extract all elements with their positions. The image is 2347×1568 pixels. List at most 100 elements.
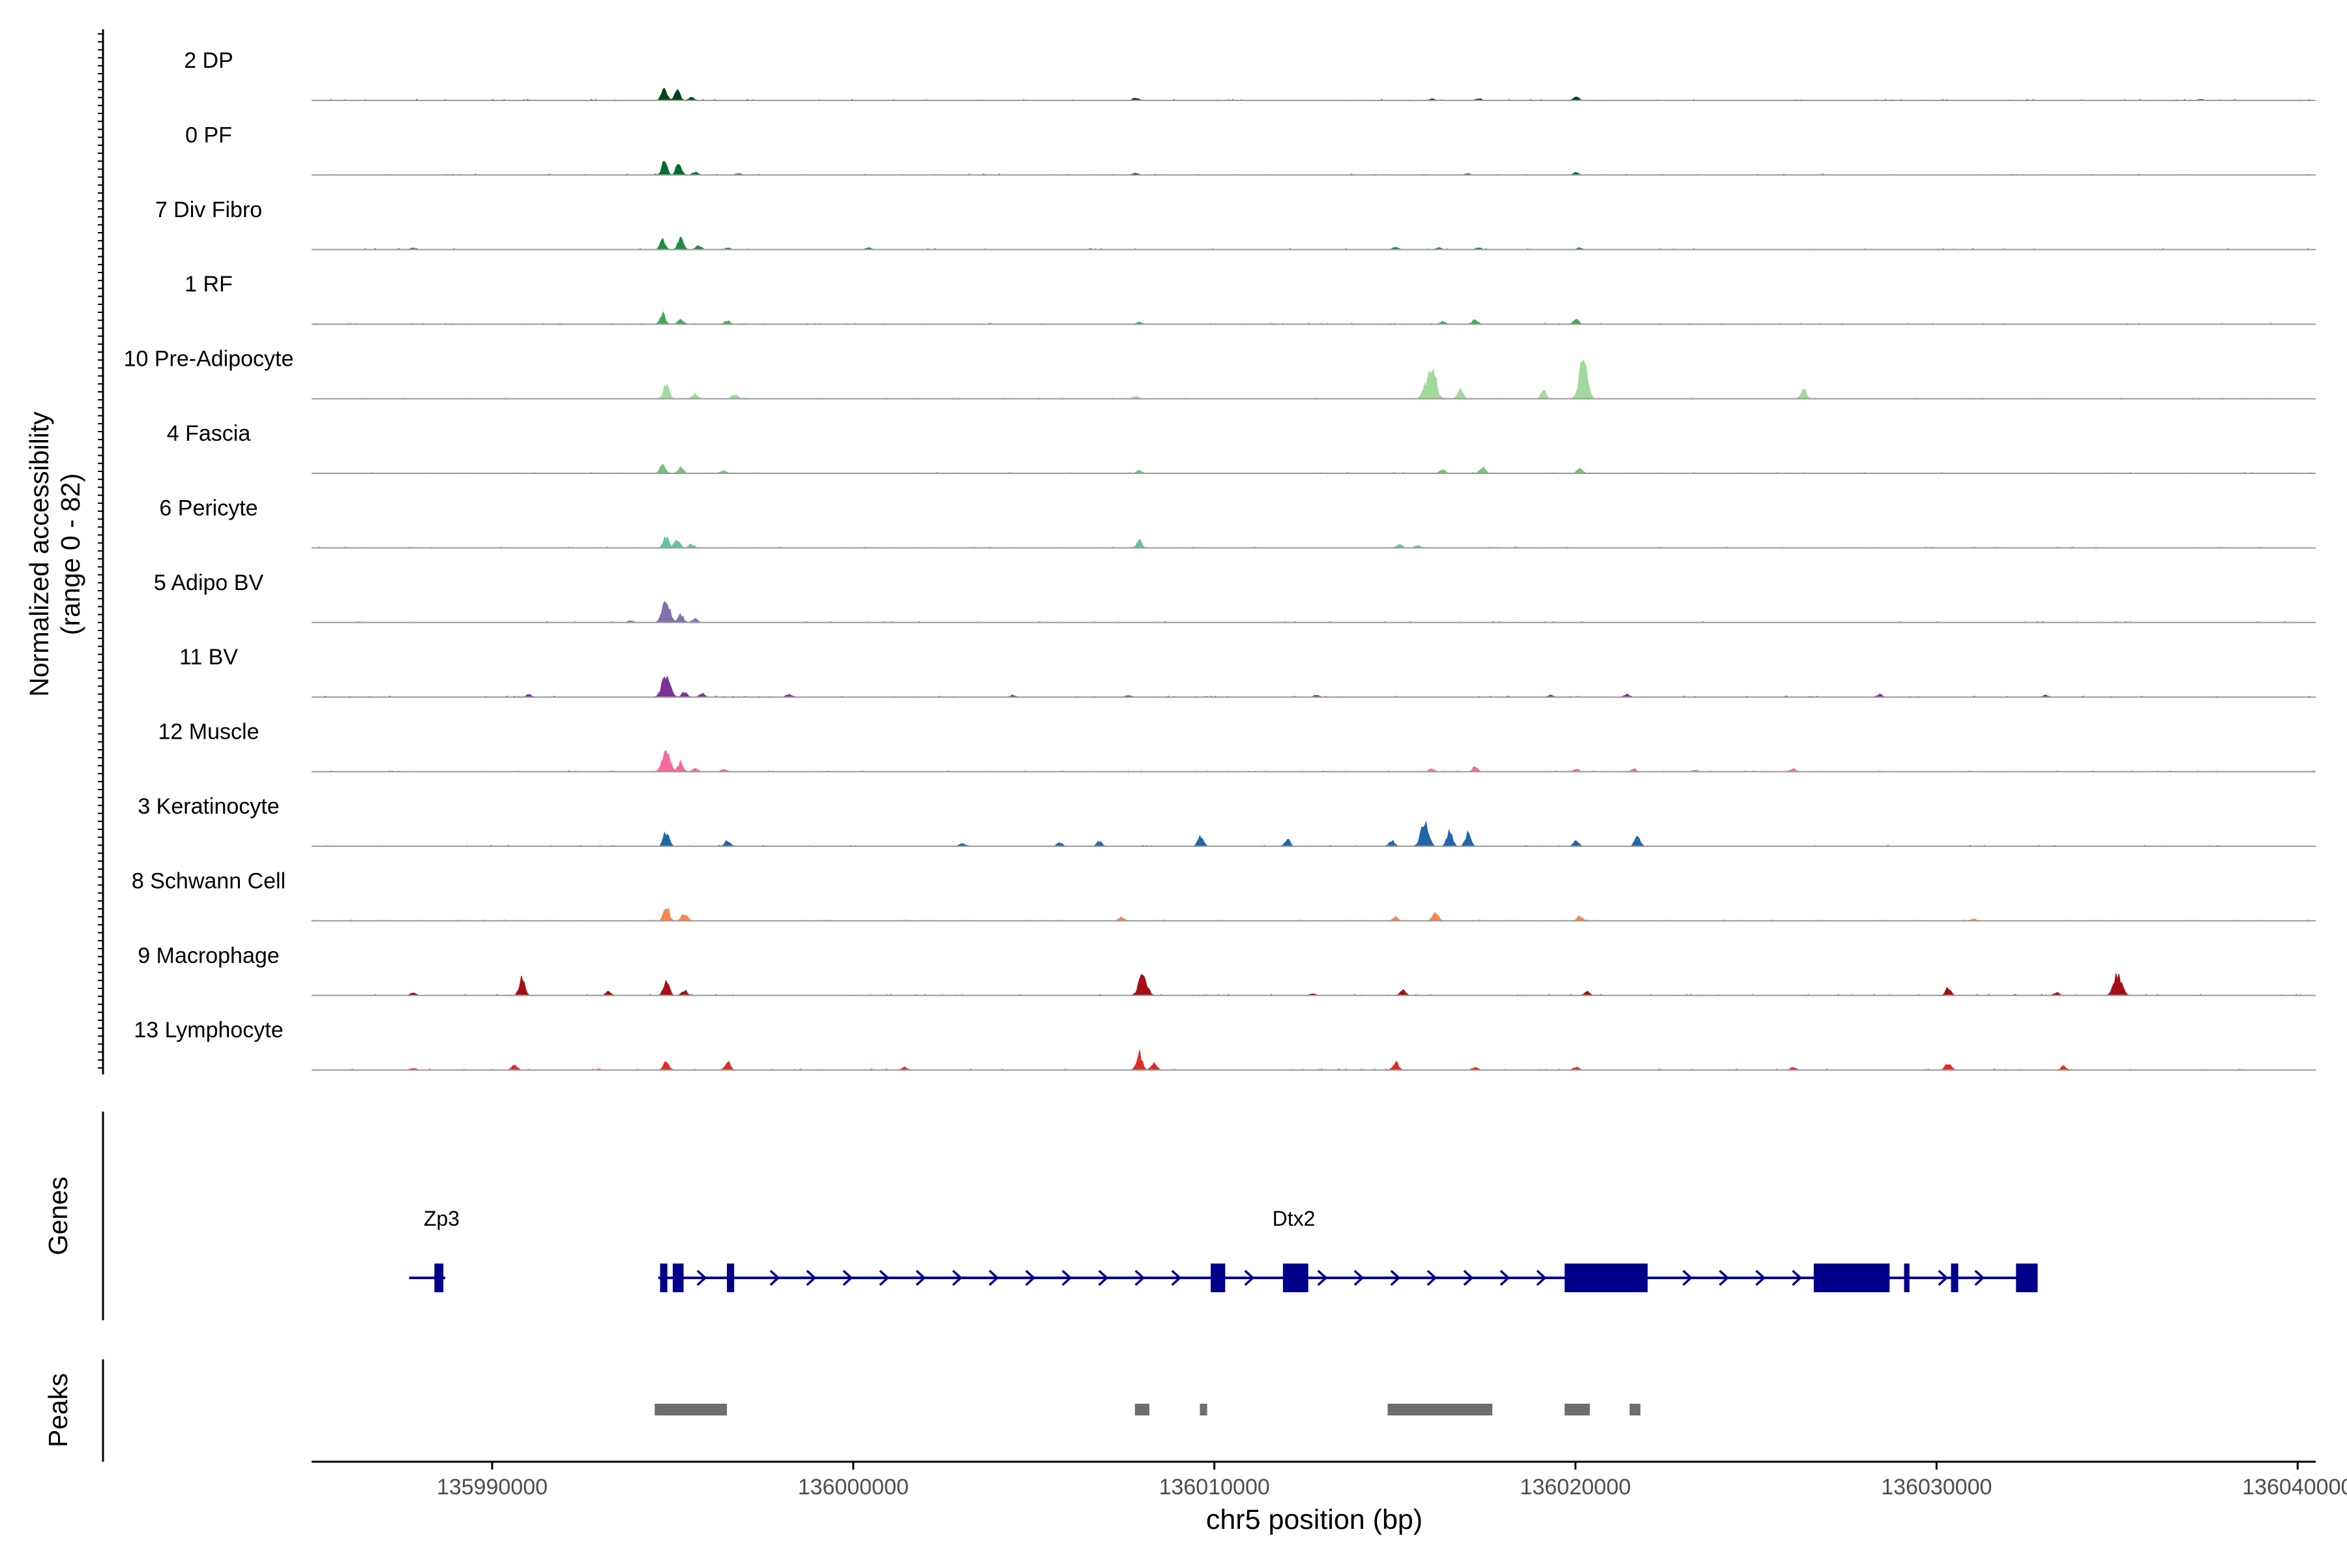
track-11-bv: 11 BV: [179, 645, 2316, 698]
tracks-group: 2 DP 0 PF 7 Div Fibro 1 RF 10 Pre-Adipocyte 4…: [124, 48, 2316, 1071]
y-axis-label-line1: Normalized accessibility: [24, 411, 54, 697]
track-3-keratinocyte: 3 Keratinocyte: [138, 794, 2316, 847]
track-label: 2 DP: [184, 48, 233, 73]
coverage-area: [312, 750, 2316, 773]
gene-exon: [1211, 1264, 1226, 1292]
gene-strand-arrow: [915, 1269, 926, 1286]
track-2-dp: 2 DP: [184, 48, 2316, 101]
gene-strand-arrow: [1974, 1269, 1985, 1286]
track-label: 0 PF: [185, 123, 232, 147]
peaks-panel: Peaks: [43, 1359, 1641, 1462]
track-0-pf: 0 PF: [185, 123, 2316, 176]
peaks-axis-label: Peaks: [43, 1373, 73, 1447]
gene-label: Dtx2: [1273, 1207, 1316, 1230]
gene-strand-arrow: [1244, 1269, 1255, 1286]
x-tick-label: 135990000: [437, 1475, 548, 1500]
x-tick-label: 136030000: [1881, 1475, 1992, 1500]
track-label: 5 Adipo BV: [154, 570, 264, 595]
track-5-adipo-bv: 5 Adipo BV: [154, 570, 2316, 623]
track-label: 7 Div Fibro: [155, 198, 262, 222]
x-axis: chr5 position (bp) 135990000 136000000 136…: [312, 1460, 2347, 1535]
track-label: 10 Pre-Adipocyte: [124, 347, 294, 372]
gene-strand-arrow: [1025, 1269, 1036, 1286]
genes-axis-label: Genes: [43, 1177, 73, 1256]
gene-zp3: Zp3: [409, 1207, 460, 1292]
peak-region: [655, 1404, 727, 1415]
track-7-div-fibro: 7 Div Fibro: [155, 198, 2316, 250]
gene-exon: [1951, 1264, 1958, 1292]
gene-exon: [1814, 1264, 1890, 1292]
coverage-area: [312, 87, 2316, 101]
gene-strand-arrow: [1719, 1269, 1730, 1286]
accessibility-y-axis: Normalized accessibility (range 0 - 82): [24, 29, 104, 1074]
gene-strand-arrow: [1499, 1269, 1511, 1286]
x-tick-label: 136010000: [1159, 1475, 1270, 1500]
y-axis-label-line2: (range 0 - 82): [55, 473, 85, 635]
coverage-area: [312, 821, 2316, 847]
gene-strand-arrow: [952, 1269, 963, 1286]
gene-strand-arrow: [1390, 1269, 1401, 1286]
gene-strand-arrow: [1426, 1269, 1438, 1286]
peak-region: [1200, 1404, 1207, 1415]
gene-strand-arrow: [842, 1269, 853, 1286]
gene-exon: [1904, 1264, 1910, 1292]
gene-exon: [1282, 1264, 1308, 1292]
track-label: 1 RF: [185, 272, 233, 297]
gene-strand-arrow: [1938, 1269, 1949, 1286]
coverage-area: [312, 1050, 2316, 1071]
track-1-rf: 1 RF: [185, 272, 2316, 325]
coverage-area: [312, 675, 2316, 698]
coverage-area: [312, 236, 2316, 250]
track-8-schwann-cell: 8 Schwann Cell: [132, 868, 2316, 922]
gene-exon: [434, 1264, 444, 1292]
coverage-area: [312, 359, 2316, 400]
gene-strand-arrow: [1353, 1269, 1365, 1286]
track-label: 13 Lymphocyte: [134, 1018, 283, 1043]
coverage-area: [311, 908, 2316, 921]
gene-strand-arrow: [1682, 1269, 1693, 1286]
gene-exon: [1564, 1264, 1648, 1292]
track-label: 6 Pericyte: [159, 496, 258, 520]
gene-strand-arrow: [879, 1269, 890, 1286]
coverage-area: [311, 973, 2316, 996]
gene-strand-arrow: [1792, 1269, 1803, 1286]
coverage-area: [312, 536, 2316, 548]
track-10-pre-adipocyte: 10 Pre-Adipocyte: [124, 347, 2316, 400]
gene-strand-arrow: [1061, 1269, 1072, 1286]
x-tick-label: 136040000: [2242, 1475, 2347, 1500]
track-label: 12 Muscle: [158, 720, 259, 745]
gene-strand-arrow: [1134, 1269, 1145, 1286]
track-6-pericyte: 6 Pericyte: [159, 496, 2316, 549]
y-ticks: [98, 33, 103, 1069]
gene-exon: [2016, 1264, 2038, 1292]
x-tick-label: 136000000: [798, 1475, 909, 1500]
gene-dtx2: Dtx2: [658, 1207, 2038, 1292]
track-13-lymphocyte: 13 Lymphocyte: [134, 1018, 2316, 1071]
peak-region: [1564, 1404, 1590, 1415]
track-label: 4 Fascia: [167, 421, 251, 446]
gene-strand-arrow: [1317, 1269, 1328, 1286]
track-label: 11 BV: [179, 645, 238, 670]
peak-region: [1629, 1404, 1641, 1415]
coverage-area: [312, 464, 2316, 474]
gene-exon: [727, 1264, 735, 1292]
x-tick-label: 136020000: [1520, 1475, 1631, 1500]
track-label: 9 Macrophage: [138, 943, 279, 968]
peak-region: [1134, 1404, 1149, 1415]
coverage-area: [312, 600, 2316, 623]
gene-strand-arrow: [1755, 1269, 1766, 1286]
track-12-muscle: 12 Muscle: [158, 720, 2316, 773]
coverage-area: [312, 311, 2316, 325]
gene-exon: [672, 1264, 684, 1292]
gene-strand-arrow: [988, 1269, 999, 1286]
gene-strand-arrow: [806, 1269, 817, 1286]
track-9-macrophage: 9 Macrophage: [138, 943, 2316, 996]
track-4-fascia: 4 Fascia: [167, 421, 2316, 474]
gene-strand-arrow: [1536, 1269, 1547, 1286]
gene-strand-arrow: [1171, 1269, 1182, 1286]
gene-strand-arrow: [696, 1269, 707, 1286]
coverage-area: [312, 161, 2316, 175]
genes-panel: Genes Zp3 Dtx2: [43, 1112, 2038, 1320]
